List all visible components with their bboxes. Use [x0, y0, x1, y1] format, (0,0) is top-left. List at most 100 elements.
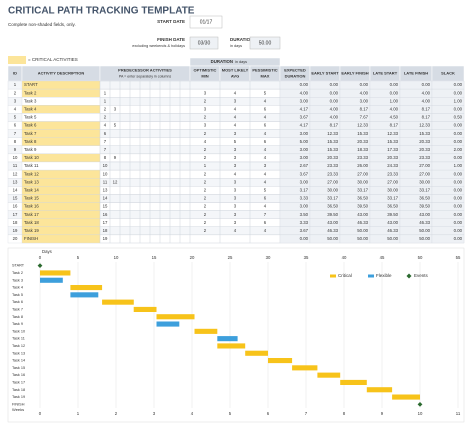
cell-value: 4.00 — [422, 90, 431, 95]
cell-value: 0.00 — [454, 196, 463, 201]
cell-value: 4 — [234, 228, 237, 233]
cell-value: 8.17 — [422, 106, 431, 111]
cell-value: 2 — [204, 171, 207, 176]
gantt-task-label: FINISH — [12, 402, 25, 406]
cell-value: 39.50 — [357, 204, 368, 209]
day-tick-label: 25 — [228, 255, 233, 260]
activity: Task 4 — [24, 106, 37, 111]
cell-value: 39.50 — [327, 212, 338, 217]
cell-value: 3.33 — [300, 220, 309, 225]
cell-value: 27.00 — [419, 163, 430, 168]
cell-value: 4 — [264, 171, 267, 176]
cell-value: 3.67 — [300, 115, 309, 120]
column-subheader: MIN — [201, 74, 208, 79]
week-tick-label: 10 — [418, 411, 423, 416]
activity: Task 2 — [24, 90, 37, 95]
gantt-bar — [102, 299, 134, 305]
gantt-task-label: Task 13 — [12, 351, 25, 355]
row-id: 17 — [13, 212, 18, 217]
cell-value: 3 — [204, 90, 207, 95]
predecessor: 10 — [103, 171, 108, 176]
cell-value: 4 — [264, 115, 267, 120]
cell-value: 15.33 — [357, 131, 368, 136]
row-id: 15 — [13, 196, 18, 201]
cell-value: 3 — [234, 212, 237, 217]
cell-value: 2 — [204, 228, 207, 233]
cell-value: 7 — [264, 212, 267, 217]
cell-value: 12.33 — [419, 123, 430, 128]
gantt-bar — [392, 394, 420, 400]
gantt-task-label: Task 15 — [12, 366, 25, 370]
gantt-bar — [156, 314, 195, 320]
predecessor: 18 — [103, 228, 108, 233]
cell-value: 15.33 — [327, 147, 338, 152]
cell-value: 23.33 — [419, 155, 430, 160]
cell-value: 36.50 — [387, 204, 398, 209]
column-header: EARLY FINISH — [341, 71, 368, 76]
cell-value: 0.00 — [454, 236, 463, 241]
cell-value: 0.00 — [454, 187, 463, 192]
cell-value: 8.17 — [330, 123, 339, 128]
cell-value: 2 — [204, 204, 207, 209]
gantt-bar — [292, 365, 318, 371]
cell-value: 39.50 — [387, 212, 398, 217]
cell-value: 3 — [234, 204, 237, 209]
gantt-task-label: Task 18 — [12, 388, 25, 392]
week-tick-label: 0 — [39, 411, 42, 416]
cell-value: 50.00 — [327, 236, 338, 241]
cell-value: 20.33 — [419, 139, 430, 144]
event-marker — [417, 401, 423, 407]
column-header: LATE START — [373, 71, 398, 76]
finish-date-note: excluding weekends & holidays — [132, 44, 185, 48]
row-id: 12 — [13, 171, 18, 176]
cell-value: 1.00 — [390, 98, 399, 103]
cell-value: 27.00 — [419, 171, 430, 176]
cell-value: 15.33 — [387, 139, 398, 144]
cell-value: 46.33 — [357, 220, 368, 225]
gantt-task-label: Task 16 — [12, 373, 25, 377]
cell-value: 4.00 — [330, 106, 339, 111]
gantt-task-label: Task 10 — [12, 329, 25, 333]
gantt-bar — [40, 270, 71, 276]
event-marker — [37, 263, 43, 269]
duration-box — [249, 36, 281, 50]
cell-value: 3.67 — [300, 228, 309, 233]
group-header: DURATION — [211, 59, 233, 64]
cell-value: 4 — [264, 179, 267, 184]
cell-value: 12.33 — [327, 131, 338, 136]
gantt-bar — [70, 292, 99, 298]
gantt-bar — [217, 343, 246, 349]
predecessor: 2 — [104, 106, 107, 111]
finish-date-label: FINISH DATE — [157, 37, 185, 42]
cell-value: 33.17 — [387, 196, 398, 201]
cell-value: 3 — [234, 187, 237, 192]
cell-value: 4 — [264, 204, 267, 209]
cell-value: 4 — [264, 155, 267, 160]
week-tick-label: 2 — [115, 411, 118, 416]
start-date: 01/17 — [200, 19, 213, 25]
week-tick-label: 7 — [305, 411, 308, 416]
row-id: 1 — [14, 82, 17, 87]
cell-value: 3.67 — [300, 171, 309, 176]
column-header: ID — [13, 71, 17, 76]
cell-value: 0.00 — [330, 82, 339, 87]
activity: FINISH — [24, 236, 38, 241]
cell-value: 33.17 — [357, 187, 368, 192]
cell-value: 4 — [234, 106, 237, 111]
activity: Task 15 — [24, 196, 39, 201]
cell-value: 2 — [204, 98, 207, 103]
cell-value: 5 — [234, 139, 237, 144]
legend-swatch — [330, 274, 336, 278]
duration: 50.00 — [259, 40, 272, 46]
gantt-task-label: Task 17 — [12, 380, 25, 384]
column-header: SLACK — [441, 71, 455, 76]
gantt-bar — [217, 336, 238, 342]
gantt-bar — [366, 387, 393, 393]
cell-value: 4 — [234, 90, 237, 95]
day-tick-label: 45 — [380, 255, 385, 260]
cell-value: 27.00 — [387, 179, 398, 184]
cell-value: 0.00 — [330, 90, 339, 95]
cell-value: 3 — [264, 163, 267, 168]
gantt-task-label: Task 2 — [12, 271, 23, 275]
activity: Task 3 — [24, 98, 37, 103]
